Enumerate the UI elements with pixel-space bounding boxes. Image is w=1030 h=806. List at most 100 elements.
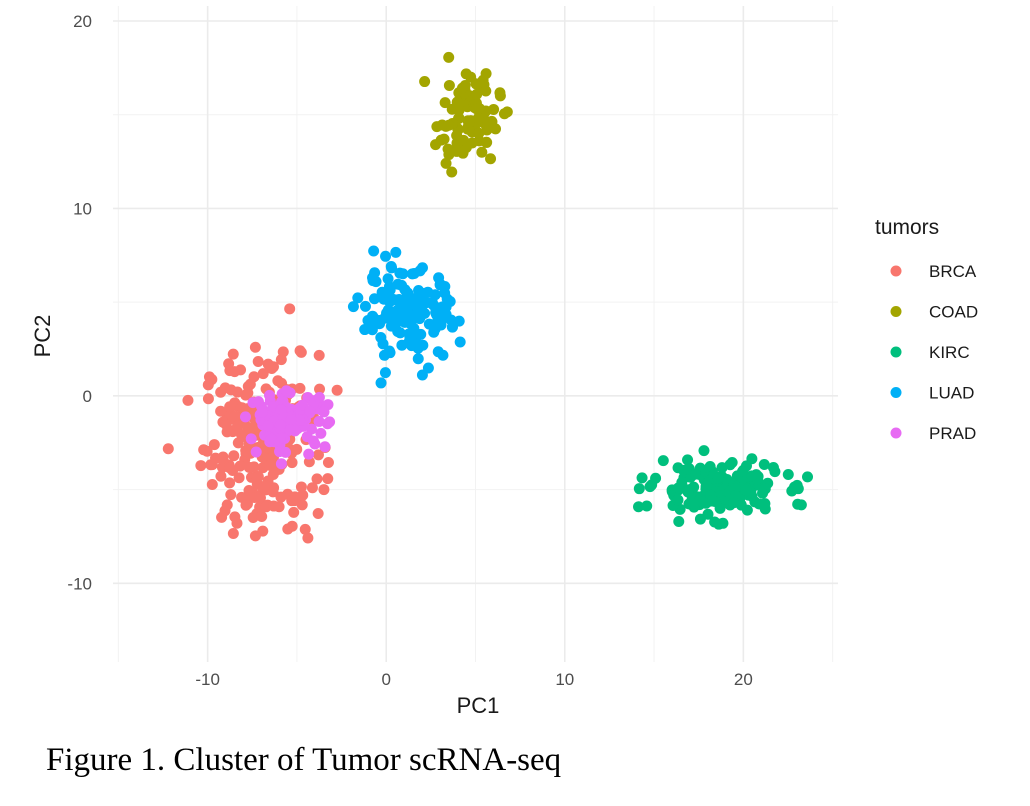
data-point — [240, 499, 252, 511]
data-point — [275, 491, 287, 503]
data-point — [466, 137, 478, 149]
data-point — [307, 435, 319, 447]
data-point — [324, 416, 336, 428]
data-point — [633, 501, 645, 513]
data-point — [802, 471, 814, 483]
data-point — [294, 382, 306, 394]
data-point — [227, 348, 239, 360]
data-point — [687, 498, 699, 510]
data-point — [673, 515, 685, 527]
data-point — [698, 445, 710, 457]
data-point — [275, 354, 287, 366]
data-point — [224, 477, 236, 489]
data-point — [202, 379, 214, 391]
data-point — [712, 472, 724, 484]
data-point — [432, 346, 444, 358]
data-point — [195, 460, 207, 472]
data-point — [225, 384, 237, 396]
data-point — [759, 498, 771, 510]
data-point — [225, 489, 237, 501]
data-point — [728, 497, 740, 509]
data-point — [377, 338, 389, 350]
data-point — [318, 484, 330, 496]
data-point — [480, 85, 492, 97]
data-point — [262, 358, 274, 370]
data-point — [636, 472, 648, 484]
data-point — [206, 479, 218, 491]
data-point — [274, 419, 286, 431]
data-point — [417, 339, 429, 351]
data-point — [471, 88, 483, 100]
data-point — [672, 482, 684, 494]
data-point — [408, 328, 420, 340]
axes: -10 0 10 20 -10 0 10 20 — [67, 12, 752, 689]
data-point — [265, 433, 277, 445]
data-point — [426, 296, 438, 308]
data-point — [256, 510, 268, 522]
data-point — [436, 119, 448, 131]
data-point — [322, 473, 334, 485]
legend-title: tumors — [875, 216, 939, 239]
data-point — [322, 456, 334, 468]
data-point — [280, 385, 292, 397]
data-point — [440, 157, 452, 169]
data-point — [473, 127, 485, 139]
data-point — [352, 292, 364, 304]
data-point — [244, 423, 256, 435]
data-point — [289, 495, 301, 507]
data-point — [252, 471, 264, 483]
data-point — [382, 304, 394, 316]
data-point — [368, 293, 380, 305]
data-point — [481, 136, 493, 148]
data-point — [379, 367, 391, 379]
data-point — [378, 349, 390, 361]
data-point — [282, 523, 294, 535]
data-point — [239, 411, 251, 423]
data-point — [740, 484, 752, 496]
y-tick-label: 0 — [83, 387, 92, 406]
data-point — [443, 79, 455, 91]
data-point — [439, 97, 451, 109]
data-point — [258, 480, 270, 492]
data-point — [641, 500, 653, 512]
data-point — [280, 446, 292, 458]
data-point — [249, 341, 261, 353]
data-point — [285, 414, 297, 426]
data-point — [244, 378, 256, 390]
data-point — [460, 68, 472, 80]
data-point — [319, 441, 331, 453]
data-point — [224, 462, 236, 474]
data-point — [303, 448, 315, 460]
data-point — [312, 507, 324, 519]
data-point — [362, 314, 374, 326]
data-point — [295, 346, 307, 358]
data-point — [295, 481, 307, 493]
data-point — [311, 473, 323, 485]
data-point — [314, 383, 326, 395]
data-point — [367, 272, 379, 284]
x-tick-label: 20 — [734, 670, 753, 689]
data-point — [737, 466, 749, 478]
data-point — [236, 402, 248, 414]
data-point — [440, 301, 452, 313]
data-point — [397, 268, 409, 280]
legend: tumors BRCA COAD KIRC LUAD PRAD — [875, 216, 978, 443]
data-point — [769, 466, 781, 478]
data-point — [182, 394, 194, 406]
data-point — [215, 386, 227, 398]
data-point — [275, 404, 287, 416]
data-point — [480, 68, 492, 80]
data-point — [291, 443, 303, 455]
series-kirc — [633, 445, 814, 530]
x-tick-label: 0 — [381, 670, 390, 689]
data-point — [472, 113, 484, 125]
data-point — [249, 491, 261, 503]
data-point — [422, 286, 434, 298]
data-point — [252, 396, 264, 408]
grid — [113, 6, 838, 662]
data-point — [229, 366, 241, 378]
data-point — [228, 450, 240, 462]
data-point — [302, 532, 314, 544]
data-point — [459, 80, 471, 92]
data-point — [412, 353, 424, 365]
